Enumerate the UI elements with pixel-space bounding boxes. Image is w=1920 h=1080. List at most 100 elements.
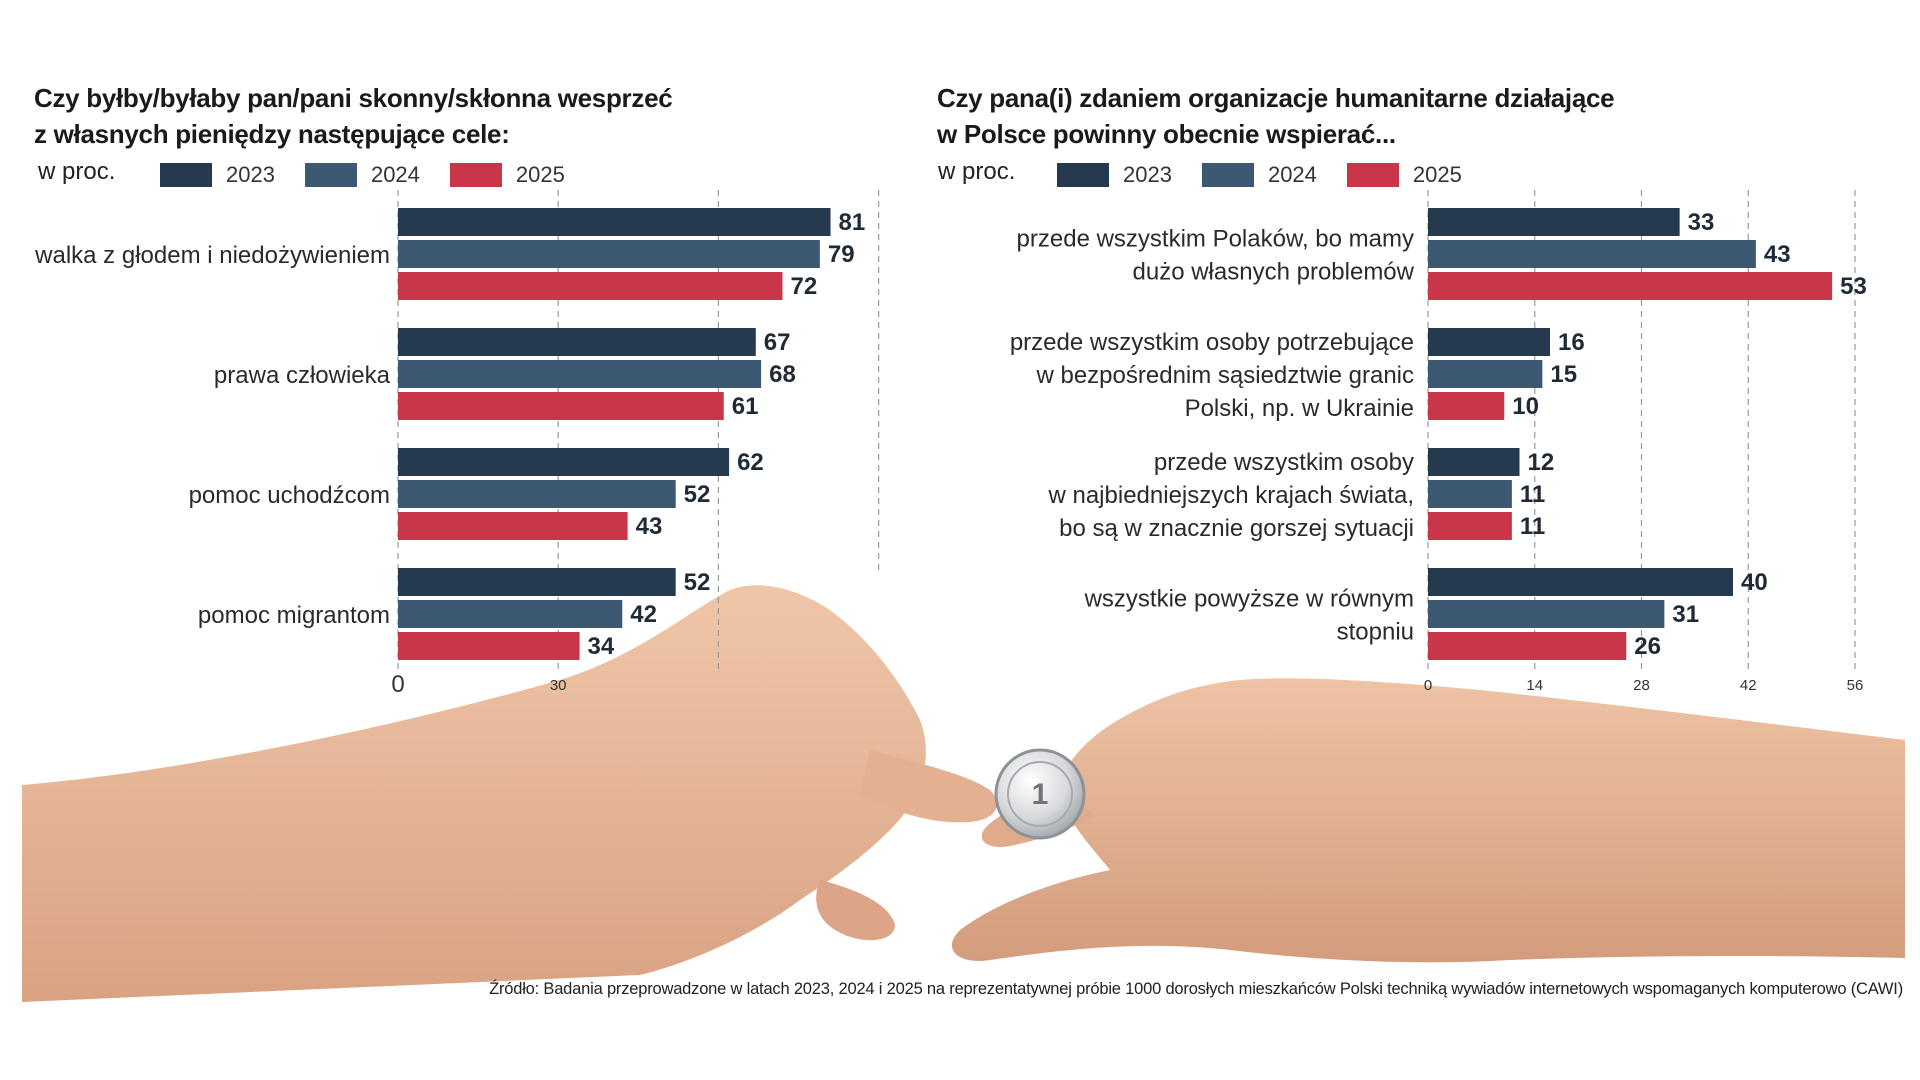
legend-swatch-2025-right (1346, 163, 1399, 187)
data-label: 16 (1558, 329, 1585, 356)
data-label: 67 (764, 329, 791, 356)
legend-item-2025-right: 2025 (1346, 162, 1462, 188)
category-label: pomoc migrantom (198, 602, 390, 629)
bar-2023 (398, 208, 831, 236)
legend-item-2023: 2023 (160, 162, 275, 188)
data-label: 40 (1741, 569, 1768, 596)
data-label: 12 (1528, 449, 1555, 476)
left-legend: 2023 2024 2025 (160, 162, 595, 188)
left-chart-title: Czy byłby/byłaby pan/pani skonny/skłonna… (34, 80, 673, 152)
category-label: stopniu (1337, 619, 1414, 646)
coin-inner-ring (1007, 761, 1073, 827)
tick-label: 56 (1847, 677, 1864, 694)
bar-2025 (398, 392, 724, 420)
data-label: 33 (1688, 209, 1715, 236)
bar-2025 (398, 272, 783, 300)
legend-item-2025: 2025 (449, 162, 565, 188)
bar-2024 (398, 240, 820, 268)
bar-2025 (1428, 512, 1512, 540)
data-label: 42 (630, 601, 657, 628)
bar-2024 (1428, 360, 1543, 388)
data-label: 15 (1550, 361, 1577, 388)
legend-swatch-2023 (160, 163, 212, 187)
legend-swatch-2024 (304, 163, 357, 187)
bar-2024 (398, 600, 623, 628)
bar-2023 (1428, 448, 1520, 476)
data-label: 31 (1672, 601, 1699, 628)
bar-2023 (1428, 208, 1680, 236)
source-note: Źródło: Badania przeprowadzone w latach … (489, 980, 1903, 998)
data-label: 26 (1634, 633, 1661, 660)
data-label: 10 (1512, 393, 1539, 420)
tick-label: 28 (1633, 677, 1650, 694)
bar-2024 (398, 360, 762, 388)
data-label: 72 (790, 273, 817, 300)
category-label: bo są w znacznie gorszej sytuacji (1059, 515, 1414, 542)
bar-2023 (398, 568, 676, 596)
category-label: walka z głodem i niedożywieniem (34, 242, 390, 269)
bar-2024 (1428, 240, 1756, 268)
right-chart-title: Czy pana(i) zdaniem organizacje humanita… (937, 80, 1615, 152)
bar-2023 (398, 328, 756, 356)
legend-label-2025: 2025 (515, 162, 565, 187)
legend-item-2024-right: 2024 (1201, 162, 1317, 188)
left-title-line-2: z własnych pieniędzy następujące cele: (34, 119, 510, 149)
legend-label-2025-right: 2025 (1412, 162, 1462, 187)
left-finger (816, 880, 895, 941)
tick-label: 0 (391, 671, 404, 698)
bar-2025 (1428, 632, 1627, 660)
data-label: 11 (1520, 513, 1545, 540)
category-label: prawa człowieka (214, 362, 391, 389)
legend-item-2024: 2024 (304, 162, 420, 188)
bar-2024 (1428, 600, 1665, 628)
data-label: 68 (769, 361, 796, 388)
bar-2025 (398, 512, 628, 540)
data-label: 61 (732, 393, 759, 420)
tick-label: 0 (1424, 677, 1432, 694)
bar-2023 (1428, 568, 1733, 596)
right-title-line-1: Czy pana(i) zdaniem organizacje humanita… (937, 83, 1615, 113)
category-label: wszystkie powyższe w równym (1084, 586, 1414, 613)
bar-2025 (398, 632, 580, 660)
tick-label: 42 (1740, 677, 1757, 694)
data-label: 43 (1764, 241, 1791, 268)
bar-2025 (1428, 392, 1505, 420)
left-arm (22, 585, 926, 1002)
category-label: dużo własnych problemów (1133, 259, 1415, 286)
bar-2023 (398, 448, 730, 476)
category-label: przede wszystkim Polaków, bo mamy (1017, 226, 1414, 253)
data-label: 43 (636, 513, 663, 540)
right-title-line-2: w Polsce powinny obecnie wspierać... (937, 119, 1396, 149)
legend-swatch-2023-right (1057, 163, 1109, 187)
tick-label: 30 (550, 677, 567, 694)
legend-label-2023-right: 2023 (1123, 162, 1172, 187)
data-label: 52 (684, 569, 711, 596)
bar-2024 (1428, 480, 1512, 508)
bar-2024 (398, 480, 676, 508)
bar-2025 (1428, 272, 1833, 300)
left-title-line-1: Czy byłby/byłaby pan/pani skonny/skłonna… (34, 83, 673, 113)
right-legend: 2023 2024 2025 (1057, 162, 1492, 188)
legend-swatch-2025 (449, 163, 502, 187)
coin-numeral: 1 (1032, 778, 1049, 811)
legend-label-2024: 2024 (370, 162, 420, 187)
data-label: 81 (839, 209, 866, 236)
category-label: w bezpośrednim sąsiedztwie granic (1035, 362, 1414, 389)
data-label: 62 (737, 449, 764, 476)
legend-item-2023-right: 2023 (1057, 162, 1172, 188)
legend-label-2024-right: 2024 (1267, 162, 1317, 187)
right-unit-label: w proc. (938, 158, 1016, 185)
category-label: przede wszystkim osoby (1154, 449, 1414, 476)
data-label: 34 (588, 633, 615, 660)
left-thumb (860, 750, 998, 823)
tick-label: 14 (1526, 677, 1543, 694)
data-label: 79 (828, 241, 855, 268)
data-label: 53 (1840, 273, 1867, 300)
category-label: w najbiedniejszych krajach świata, (1047, 482, 1414, 509)
category-label: pomoc uchodźcom (189, 482, 390, 509)
left-unit-label: w proc. (38, 158, 116, 185)
